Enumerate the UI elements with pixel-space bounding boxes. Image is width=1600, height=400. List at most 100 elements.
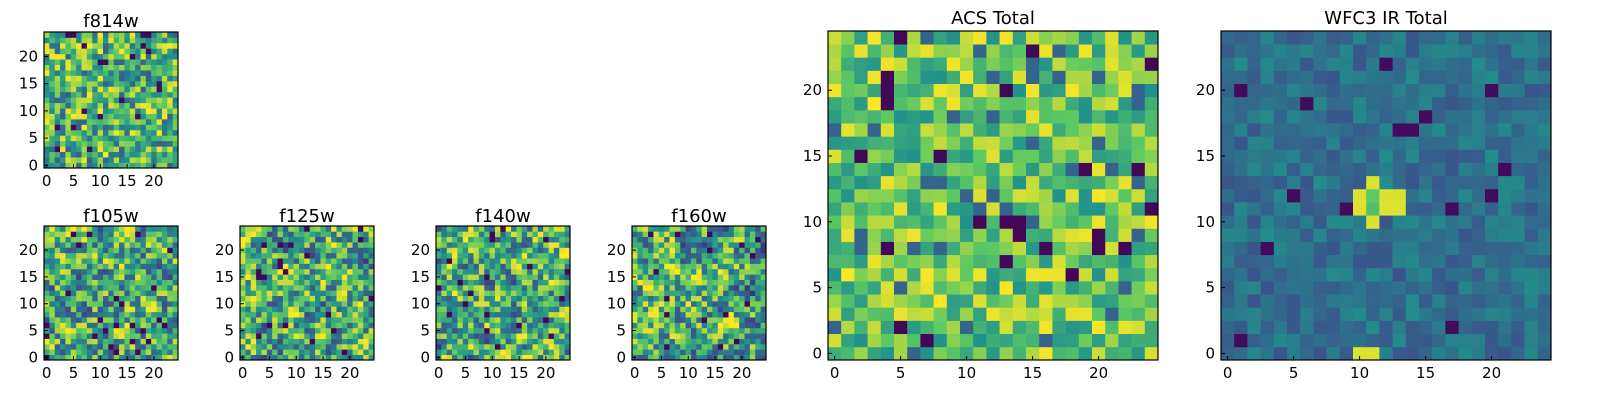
heatmap-cell (960, 70, 974, 84)
heatmap-cell (272, 263, 278, 270)
heatmap-cell (723, 327, 729, 334)
heatmap-cell (973, 136, 987, 150)
heatmap-cell (1432, 333, 1446, 348)
heatmap-cell (325, 236, 332, 243)
heatmap-cell (49, 102, 56, 109)
heatmap-cell (841, 175, 855, 190)
heatmap-cell (1105, 149, 1119, 163)
heatmap-cell (1432, 175, 1446, 190)
heatmap-cell (452, 338, 458, 345)
heatmap-cell (1221, 188, 1235, 203)
heatmap-cell (282, 279, 289, 286)
heatmap-cell (113, 102, 120, 109)
heatmap-cell (1273, 215, 1288, 229)
heatmap-cell (1105, 294, 1119, 308)
heatmap-cell (172, 64, 179, 71)
heatmap-cell (1287, 228, 1301, 242)
heatmap-cell (282, 268, 289, 275)
heatmap-cell (1260, 333, 1275, 348)
heatmap-cell (135, 108, 141, 114)
heatmap-cell (946, 241, 961, 256)
heatmap-cell (44, 91, 50, 98)
heatmap-cell (986, 320, 1000, 335)
heatmap-cell (707, 349, 713, 355)
heatmap-cell (124, 146, 131, 153)
heatmap-cell (1026, 333, 1040, 348)
heatmap-cell (172, 354, 179, 361)
heatmap-cell (1247, 202, 1261, 216)
heatmap-cell (167, 70, 173, 76)
heatmap-cell (760, 290, 767, 297)
heatmap-cell (156, 242, 163, 248)
heatmap-cell (129, 91, 136, 98)
heatmap-cell (632, 231, 638, 238)
heatmap-cell (167, 146, 173, 153)
heatmap-cell (723, 301, 729, 307)
heatmap-cell (1537, 294, 1552, 308)
heatmap-cell (49, 349, 56, 355)
heatmap-cell (288, 327, 294, 334)
heatmap-cell (172, 343, 179, 350)
heatmap-cell (680, 333, 686, 339)
heatmap-cell (309, 242, 316, 248)
heatmap-cell (1511, 31, 1525, 45)
heatmap-cell (304, 242, 311, 248)
heatmap-cell (331, 268, 337, 275)
heatmap-cell (320, 349, 327, 355)
heatmap-cell (841, 44, 855, 58)
heatmap-cell (1366, 228, 1380, 242)
heatmap-cell (1131, 346, 1146, 361)
heatmap-cell (363, 338, 369, 345)
heatmap-cell (1131, 267, 1146, 282)
heatmap-cell (135, 70, 141, 76)
heatmap-cell (102, 236, 109, 243)
heatmap-cell (696, 338, 703, 345)
heatmap-cell (272, 268, 278, 275)
heatmap-cell (1419, 202, 1433, 216)
heatmap-cell (124, 338, 131, 345)
heatmap-cell (336, 236, 343, 243)
heatmap-cell (537, 252, 544, 259)
heatmap-cell (1339, 241, 1354, 256)
y-tick-label: 0 (28, 348, 38, 366)
heatmap-cell (744, 247, 751, 254)
heatmap-cell (119, 354, 125, 361)
heatmap-cell (97, 322, 104, 329)
heatmap-cell (728, 252, 735, 259)
heatmap-cell (172, 236, 179, 243)
heatmap-cell (315, 284, 321, 291)
heatmap-cell (113, 274, 120, 280)
heatmap-cell (933, 346, 948, 361)
heatmap-cell (511, 306, 517, 313)
heatmap-cell (564, 274, 571, 280)
heatmap-cell (749, 231, 756, 238)
heatmap-cell (282, 327, 289, 334)
heatmap-cell (266, 317, 273, 323)
heatmap-cell (70, 343, 77, 350)
heatmap-cell (60, 338, 66, 345)
y-tick-label: 20 (411, 241, 430, 259)
heatmap-cell (76, 268, 82, 275)
heatmap-cell (113, 48, 120, 55)
heatmap-cell (484, 333, 490, 339)
heatmap-cell (1405, 162, 1420, 177)
heatmap-cell (1392, 188, 1407, 203)
heatmap-cell (124, 32, 131, 38)
heatmap-cell (250, 258, 257, 264)
heatmap-cell (733, 301, 740, 307)
heatmap-cell (728, 338, 735, 345)
heatmap-cell (293, 317, 300, 323)
heatmap-cell (140, 263, 147, 270)
heatmap-cell (1524, 175, 1539, 190)
heatmap-cell (161, 284, 168, 291)
heatmap-cell (44, 37, 50, 44)
heatmap-cell (240, 333, 246, 339)
heatmap-cell (135, 86, 141, 93)
heatmap-cell (282, 231, 289, 238)
heatmap-cell (973, 123, 987, 137)
y-tick-label: 10 (215, 295, 234, 313)
heatmap-cell (124, 252, 131, 259)
heatmap-cell (1458, 294, 1473, 308)
heatmap-cell (1511, 294, 1525, 308)
heatmap-cell (1078, 254, 1093, 269)
